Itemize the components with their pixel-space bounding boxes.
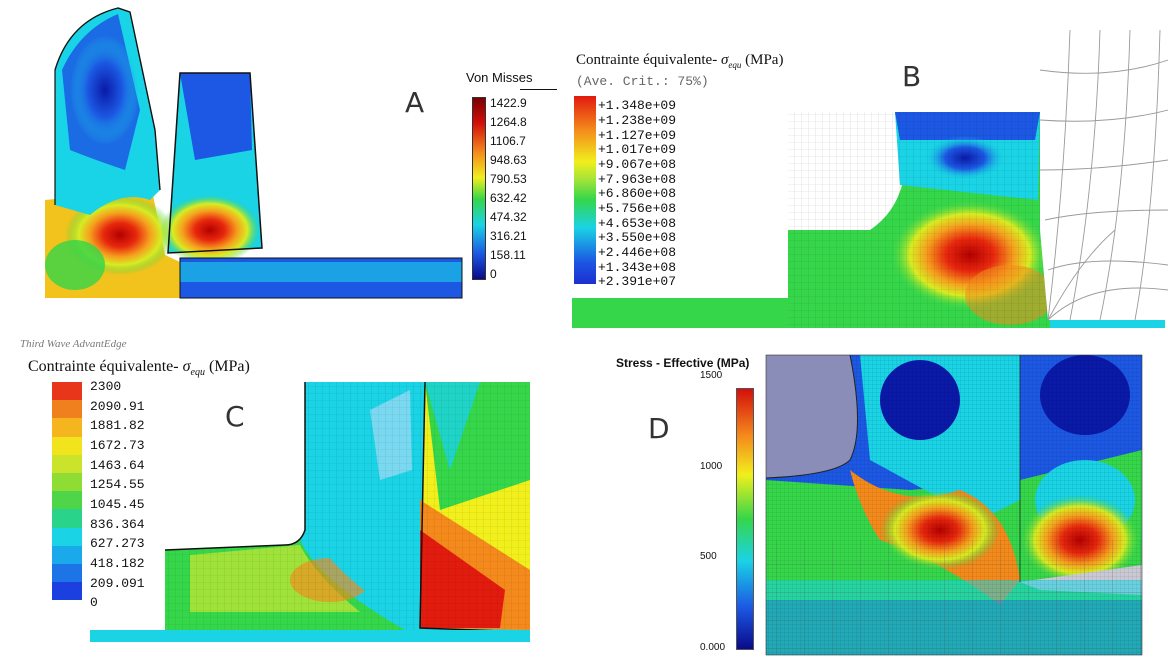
- panel-c-letter: C: [225, 400, 245, 433]
- panel-a-letter: A: [405, 86, 425, 119]
- panel-d-tick-label: 1000: [700, 460, 723, 472]
- panel-b-tick-label: +6.860e+08: [598, 186, 677, 202]
- panel-c-color-swatch: [52, 545, 82, 564]
- panel-a-tick-label: 0: [490, 266, 497, 281]
- panel-a-simulation: [45, 7, 463, 299]
- panel-c-software-label: Third Wave AdvantEdge: [20, 338, 127, 350]
- panel-d-colorbar: [736, 388, 754, 650]
- panel-c-color-swatch: [52, 582, 82, 601]
- panel-c-color-swatch: [52, 454, 82, 473]
- panel-b-tick-label: +7.963e+08: [598, 171, 677, 187]
- panel-c-tick-label: 418.182: [90, 555, 145, 571]
- panel-b-legend-title: Contrainte équivalente- σequ (MPa): [576, 52, 783, 70]
- panel-b-tick-label: +1.348e+09: [598, 98, 677, 114]
- panel-a-tick-label: 948.63: [490, 152, 527, 167]
- panel-c-legend-title: Contrainte équivalente- σequ (MPa): [28, 358, 250, 378]
- panel-d-simulation: [765, 354, 1143, 656]
- panel-b-tick-label: +5.756e+08: [598, 200, 677, 216]
- panel-b-colorbar: [574, 96, 596, 284]
- panel-c-tick-label: 1254.55: [90, 477, 145, 493]
- panel-a-tick-label: 316.21: [490, 228, 527, 243]
- panel-b: Contrainte équivalente- σequ (MPa) (Ave.…: [570, 30, 1168, 330]
- panel-b-tick-label: +1.238e+09: [598, 112, 677, 128]
- panel-b-tick-label: +1.343e+08: [598, 259, 677, 275]
- panel-b-tick-label: +4.653e+08: [598, 215, 677, 231]
- panel-c-tick-label: 627.273: [90, 536, 145, 552]
- panel-d: Stress - Effective (MPa) D 1500 1000 500 0.…: [580, 340, 1168, 660]
- panel-c-color-swatch: [52, 509, 82, 528]
- panel-d-tick-label: 500: [700, 551, 717, 563]
- panel-c-sigma-sub: equ: [190, 367, 205, 379]
- panel-a-tick-label: 632.42: [490, 190, 527, 205]
- panel-c-color-swatch: [52, 400, 82, 419]
- panel-c: Third Wave AdvantEdge Contrainte équival…: [0, 330, 560, 650]
- panel-c-color-swatch: [52, 382, 82, 401]
- panel-c-tick-label: 1045.45: [90, 497, 145, 513]
- panel-a-tick-label: 790.53: [490, 171, 527, 186]
- panel-c-sigma: σ: [182, 358, 191, 375]
- panel-a-legend-underline: [520, 89, 557, 90]
- panel-b-tick-label: +1.017e+09: [598, 142, 677, 158]
- panel-c-tick-label: 0: [90, 595, 98, 611]
- panel-b-legend-subtitle: (Ave. Crit.: 75%): [576, 74, 709, 89]
- panel-b-tick-label: +3.550e+08: [598, 230, 677, 246]
- panel-b-sigma-sub: equ: [728, 60, 742, 70]
- panel-c-color-swatch: [52, 436, 82, 455]
- panel-c-title-text: Contrainte équivalente-: [28, 358, 179, 375]
- panel-c-color-swatch: [52, 418, 82, 437]
- panel-c-tick-label: 1881.82: [90, 418, 145, 434]
- panel-a-tick-label: 1106.7: [490, 133, 526, 148]
- panel-c-tick-label: 836.364: [90, 516, 145, 532]
- panel-d-letter: D: [648, 412, 670, 445]
- panel-b-unit: (MPa): [745, 52, 784, 68]
- panel-c-unit: (MPa): [208, 358, 250, 375]
- panel-a-tick-label: 474.32: [490, 209, 527, 224]
- panel-a-colorbar: [472, 97, 486, 280]
- panel-c-tick-label: 2090.91: [90, 398, 145, 414]
- panel-b-tick-label: +2.446e+08: [598, 244, 677, 260]
- panel-b-tick-label: +2.391e+07: [598, 274, 677, 290]
- panel-d-tick-label: 0.000: [700, 642, 726, 653]
- panel-b-sigma: σ: [720, 52, 729, 68]
- panel-a: A Von Misses 1422.9 1264.8 1106.7 948.63 790…: [0, 0, 580, 320]
- panel-a-tick-label: 1422.9: [490, 95, 527, 110]
- panel-a-tick-label: 158.11: [490, 247, 526, 262]
- panel-b-title-text: Contrainte équivalente-: [576, 52, 718, 68]
- panel-d-legend-title: Stress - Effective (MPa): [616, 356, 750, 370]
- panel-c-color-swatch: [52, 491, 82, 510]
- panel-c-color-swatch: [52, 564, 82, 583]
- panel-c-tick-label: 1672.73: [90, 438, 145, 454]
- panel-b-tick-label: +9.067e+08: [598, 156, 677, 172]
- panel-c-tick-label: 209.091: [90, 575, 145, 591]
- panel-b-letter: B: [902, 60, 922, 93]
- panel-b-simulation: [572, 30, 1168, 328]
- panel-b-tick-label: +1.127e+09: [598, 127, 677, 143]
- panel-c-color-swatch: [52, 527, 82, 546]
- panel-a-legend-title: Von Misses: [466, 70, 533, 85]
- panel-c-simulation: [90, 381, 531, 642]
- panel-c-color-swatch: [52, 473, 82, 492]
- panel-d-tick-label: 1500: [700, 370, 723, 381]
- panel-c-tick-label: 2300: [90, 379, 122, 395]
- panel-a-tick-label: 1264.8: [490, 114, 527, 129]
- panel-c-tick-label: 1463.64: [90, 457, 145, 473]
